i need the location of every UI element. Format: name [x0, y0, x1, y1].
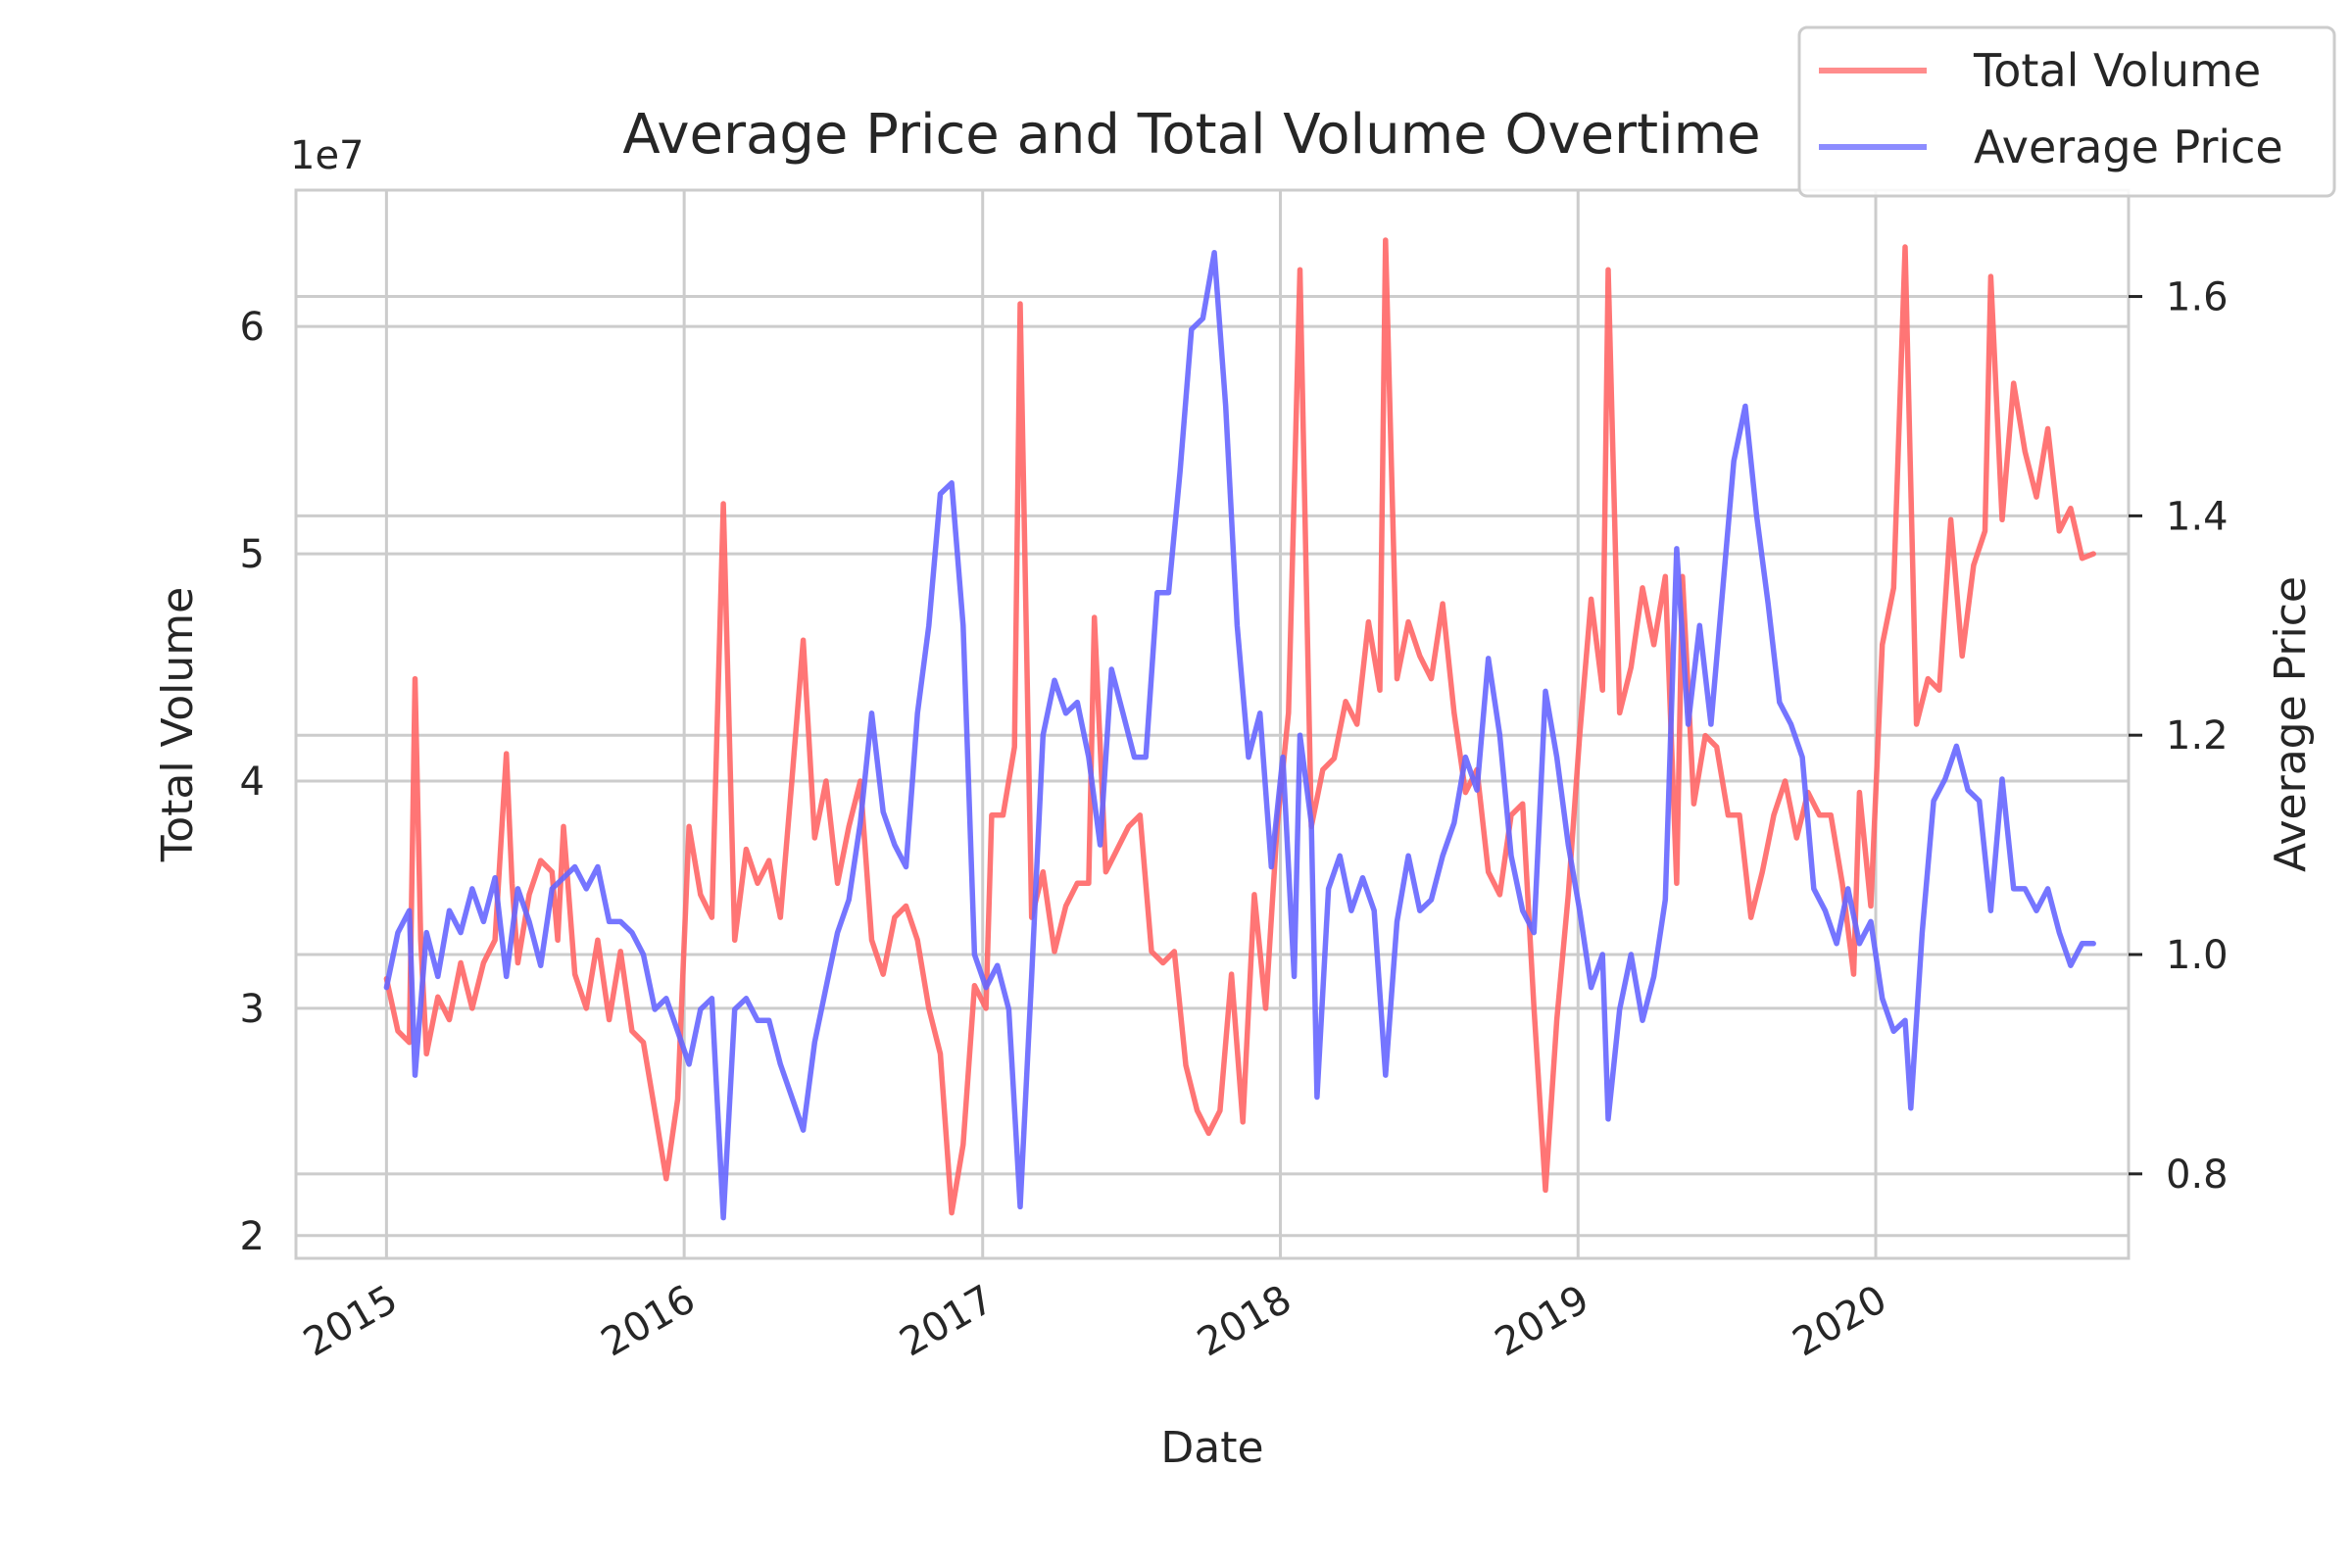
plot-frame: [294, 188, 2131, 1260]
y-axis-left-multiplier: 1e7: [290, 133, 365, 178]
legend: Total Volume Average Price: [1797, 25, 2336, 198]
series-line-average-price: [383, 250, 2096, 1221]
legend-label-total-volume: Total Volume: [1973, 44, 2261, 97]
y-axis-left-label: Total Volume: [153, 587, 203, 862]
legend-frame: [1797, 25, 2336, 198]
y-axis-right-label: Average Price: [2266, 576, 2316, 872]
y-right-tick-label: 1.4: [2166, 494, 2229, 539]
x-axis-label: Date: [1160, 1423, 1263, 1473]
y-right-tick-label: 1.6: [2166, 275, 2229, 320]
y-right-tick-label: 1.2: [2166, 713, 2229, 759]
y-left-tick-label: 2: [240, 1214, 265, 1259]
grid: [296, 190, 2129, 1258]
y-left-tick-label: 4: [240, 760, 265, 805]
y-left-tick-label: 6: [240, 305, 265, 350]
y-left-tick-label: 5: [240, 532, 265, 577]
series-layer: [383, 237, 2096, 1221]
y-right-tick-label: 1.0: [2166, 933, 2229, 978]
legend-label-average-price: Average Price: [1974, 121, 2283, 173]
y-left-tick-label: 3: [240, 987, 265, 1032]
y-right-tick-label: 0.8: [2166, 1152, 2229, 1198]
chart-title: Average Price and Total Volume Overtime: [622, 103, 1760, 167]
